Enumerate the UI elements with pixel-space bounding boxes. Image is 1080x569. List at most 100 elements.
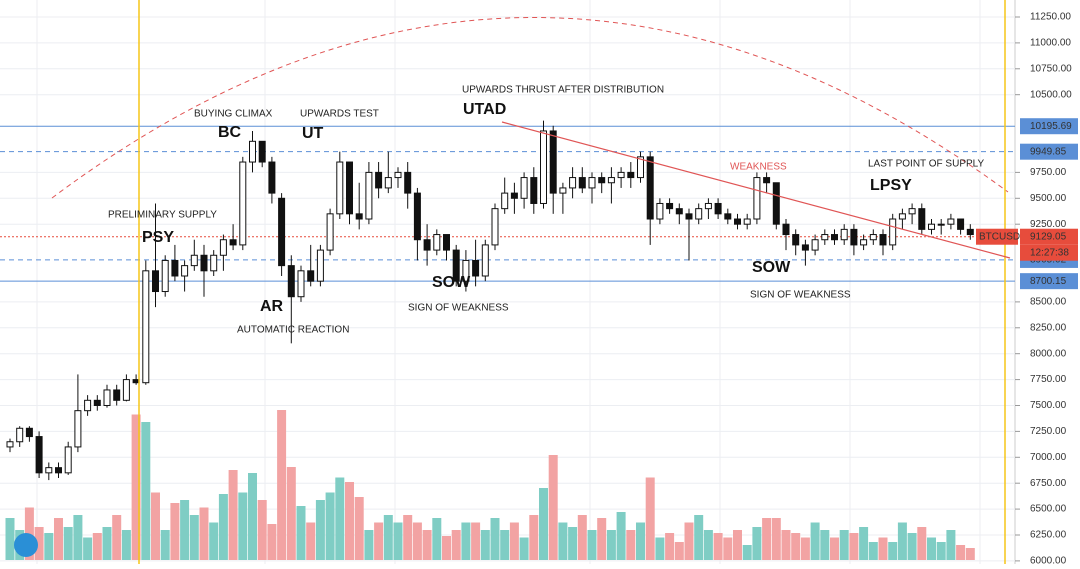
annotation: WEAKNESS: [730, 162, 787, 173]
volume-bar: [315, 500, 325, 560]
volume-bar: [936, 542, 946, 560]
candle-body: [714, 202, 722, 215]
volume-bar: [771, 518, 781, 560]
annotation: BC: [218, 124, 242, 141]
arc: [51, 17, 1009, 199]
volume-bar: [665, 533, 675, 560]
volume-bar: [131, 414, 141, 560]
candle-body: [588, 177, 596, 189]
volume-bar: [849, 533, 859, 560]
volume-bar: [636, 522, 645, 560]
volume-bar: [335, 477, 345, 560]
candle-body: [840, 228, 848, 241]
candle-body: [297, 270, 305, 298]
volume-bar: [383, 515, 393, 560]
candle-body: [734, 218, 741, 225]
candle-body: [249, 140, 256, 163]
candle-body: [103, 389, 111, 406]
volume-bar: [500, 530, 510, 560]
annotation: SOW: [752, 259, 791, 276]
volume-bar: [403, 515, 413, 560]
candle-body: [675, 208, 683, 215]
candle-body: [239, 161, 247, 246]
y-tick-label: 9750.00: [1030, 167, 1067, 178]
volume-bar: [868, 542, 878, 560]
y-tick-label: 7000.00: [1030, 452, 1067, 463]
y-tick-label: 6750.00: [1030, 478, 1067, 489]
candle-body: [937, 223, 945, 226]
candle-body: [801, 244, 809, 251]
candle-body: [190, 254, 198, 267]
annotation: UTAD: [463, 101, 506, 118]
volume-bar: [44, 533, 54, 560]
volume-bar: [306, 522, 316, 560]
candle-body: [84, 399, 92, 412]
y-tick-label: 8250.00: [1030, 322, 1067, 333]
volume-bar: [141, 422, 151, 560]
volume-bar: [151, 492, 160, 560]
volume-bar: [286, 467, 296, 560]
volume-bar: [345, 482, 354, 560]
candle-body: [132, 379, 140, 384]
price-label-bg: [1020, 228, 1078, 245]
candle-body: [93, 399, 101, 406]
candle-body: [258, 140, 266, 163]
volume-bar: [480, 530, 490, 560]
candle-body: [578, 177, 586, 189]
candle-body: [869, 234, 877, 241]
volume-bar: [218, 494, 228, 560]
volume-bar: [606, 530, 616, 560]
annotation: SIGN OF WEAKNESS: [408, 303, 509, 314]
volume-bar: [956, 545, 966, 560]
candle-body: [268, 161, 276, 194]
volume-bar: [238, 492, 248, 560]
volume-bar: [733, 530, 742, 560]
volume-bar: [694, 515, 704, 560]
candle-body: [966, 228, 974, 236]
volume-bar: [228, 470, 238, 560]
candle-body: [336, 161, 344, 215]
annotation: PRELIMINARY SUPPLY: [108, 210, 217, 221]
volume-bar: [917, 527, 927, 560]
volume-bar: [180, 500, 190, 560]
candle-body: [792, 234, 800, 246]
candle-body: [384, 177, 392, 189]
candle-body: [443, 234, 450, 251]
annotation: UPWARDS THRUST AFTER DISTRIBUTION: [462, 85, 664, 96]
volume-bar: [325, 492, 335, 560]
annotation: UT: [302, 125, 324, 142]
volume-bar: [529, 515, 539, 560]
y-tick-label: 11250.00: [1030, 12, 1071, 23]
volume-bar: [393, 522, 403, 560]
volume-bar: [965, 548, 975, 560]
volume-bar: [374, 522, 384, 560]
candle-body: [811, 239, 819, 251]
price-label: 8700.15: [1030, 276, 1067, 287]
y-tick-label: 7750.00: [1030, 374, 1067, 385]
y-tick-label: 8500.00: [1030, 297, 1067, 308]
volume-bar: [461, 522, 471, 560]
candle-body: [821, 234, 829, 241]
volume-bar: [548, 455, 558, 560]
candle-body: [326, 213, 334, 251]
candle-body: [782, 223, 790, 236]
candle-body: [627, 171, 635, 179]
candle-body: [152, 270, 159, 293]
candle-body: [879, 234, 887, 246]
volume-bar: [267, 524, 277, 560]
candle-body: [763, 177, 771, 184]
candle-body: [569, 177, 577, 189]
candle-body: [947, 218, 955, 225]
volume-bar: [878, 537, 888, 560]
volume-bar: [626, 530, 636, 560]
volume-bar: [422, 530, 432, 560]
candle-body: [122, 379, 130, 401]
price-label: 9949.85: [1030, 146, 1067, 157]
candle-body: [520, 177, 528, 199]
volume-bar: [830, 537, 839, 560]
symbol-label: BTCUSD: [979, 231, 1020, 242]
annotation: AR: [260, 298, 284, 315]
volume-bar: [277, 410, 287, 560]
volume-bar: [820, 530, 830, 560]
candle-body: [918, 208, 926, 230]
